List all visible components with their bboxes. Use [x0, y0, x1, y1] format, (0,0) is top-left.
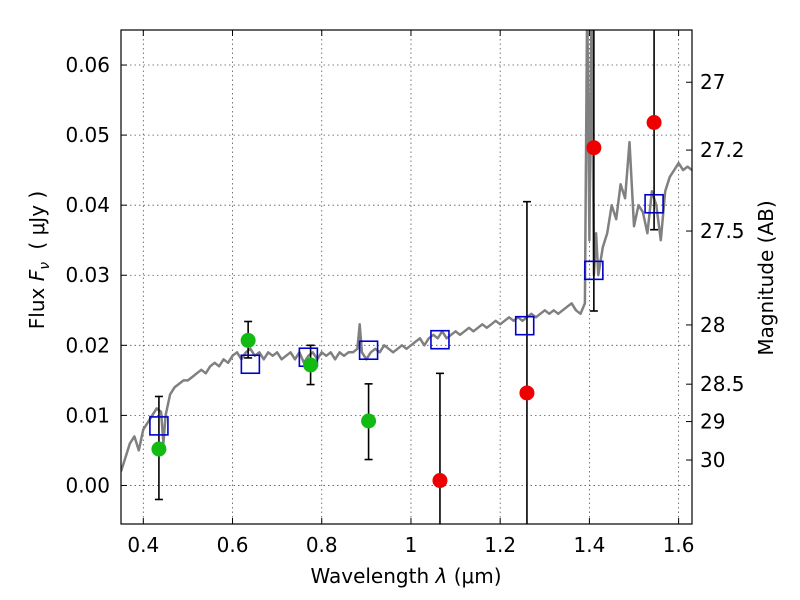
model-square-marker: [644, 193, 664, 214]
green-point: [240, 332, 256, 348]
y-tick-label: 0.03: [65, 263, 110, 287]
x-tick-label: 0.6: [217, 533, 249, 557]
green-point: [361, 413, 377, 429]
x-tick-label: 1.4: [573, 533, 605, 557]
model-square-marker: [514, 315, 535, 336]
model-square-marker: [240, 354, 261, 375]
tick-labels: 0.4 0.6 0.8 1 1.2 1.4 1.6 0.00 0.01 0.02 0.03 0.04 0…: [65, 53, 744, 557]
y-axis-label-prefix: Flux: [25, 287, 49, 329]
model-square-marker: [430, 329, 450, 350]
y-axis-label-subscript: ν: [37, 262, 53, 270]
x-tick-label: 1.2: [484, 533, 516, 557]
y2-tick-label: 28.5: [700, 372, 745, 396]
red-point: [586, 140, 602, 156]
y-axis-label-unit: ( μJy ): [25, 191, 49, 250]
y-axis-label-symbol: F: [25, 269, 49, 281]
spectrum-line: [121, 30, 692, 472]
model-square-marker: [584, 260, 604, 281]
x-axis-label-unit: (μm): [454, 564, 502, 588]
model-square-marker: [149, 416, 169, 436]
x-axis-label-prefix: Wavelength: [310, 564, 429, 588]
y-tick-label: 0.04: [65, 193, 110, 217]
x-axis-label-symbol: λ: [435, 564, 448, 588]
y-tick-label: 0.02: [65, 333, 110, 357]
y-tick-label: 0.00: [65, 473, 110, 497]
x-tick-label: 0.4: [127, 533, 159, 557]
x-tick-label: 1: [405, 533, 418, 557]
green-point: [151, 441, 167, 457]
x-axis-label: Wavelength λ (μm): [310, 564, 501, 588]
y-axis-label: Flux Fν ( μJy ): [25, 191, 54, 329]
y2-tick-label: 27.2: [700, 138, 745, 162]
y2-tick-label: 27: [700, 70, 725, 94]
y2-tick-label: 29: [700, 410, 725, 434]
ticks: [121, 30, 692, 524]
markers: [149, 114, 664, 489]
y2-tick-label: 27.5: [700, 219, 745, 243]
y2-tick-label: 28: [700, 313, 725, 337]
model-square-marker: [358, 340, 379, 361]
green-point: [303, 357, 319, 373]
y2-axis-label: Magnitude (AB): [754, 200, 778, 355]
red-point: [646, 114, 662, 130]
y-tick-label: 0.05: [65, 123, 110, 147]
red-point: [432, 473, 448, 489]
spectrum-layer: [121, 30, 692, 472]
plot-frame: [120, 29, 693, 525]
y2-tick-label: 30: [700, 448, 725, 472]
x-tick-label: 0.8: [306, 533, 338, 557]
x-tick-label: 1.6: [663, 533, 695, 557]
y-tick-label: 0.01: [65, 403, 110, 427]
red-point: [519, 385, 535, 401]
y-tick-label: 0.06: [65, 53, 110, 77]
